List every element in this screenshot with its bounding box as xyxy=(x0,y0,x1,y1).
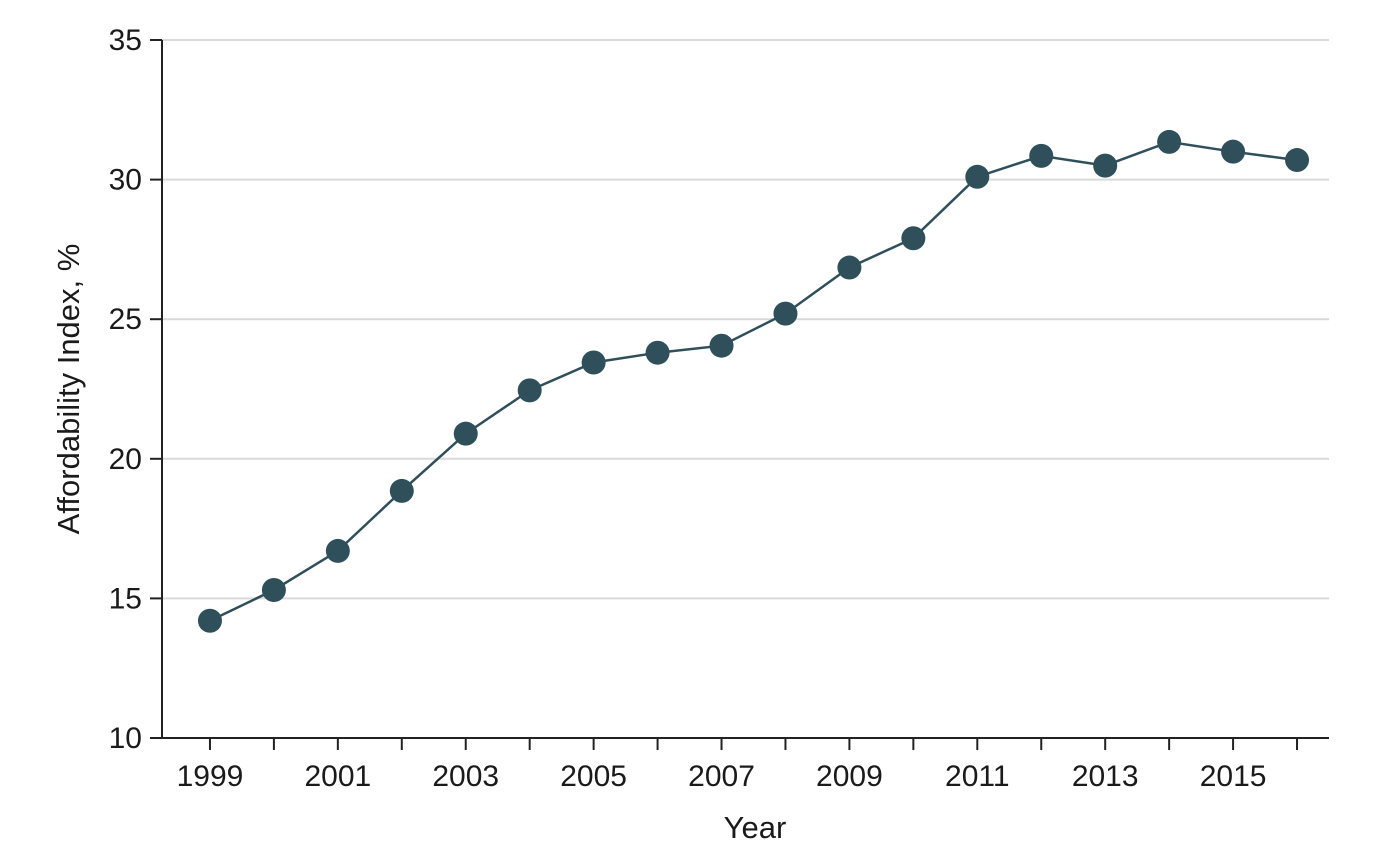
data-point xyxy=(261,578,286,603)
x-tick-label: 2001 xyxy=(304,760,371,793)
data-point xyxy=(773,301,798,326)
data-point xyxy=(1029,143,1054,168)
x-tick-label: 2015 xyxy=(1200,760,1267,793)
x-tick-label: 2009 xyxy=(816,760,883,793)
series-line xyxy=(209,140,1298,622)
y-axis-title: Affordability Index, % xyxy=(51,244,86,535)
series xyxy=(197,129,1310,633)
data-point xyxy=(645,340,670,365)
data-point xyxy=(837,255,862,280)
y-tick-label: 15 xyxy=(109,582,142,615)
data-point xyxy=(389,478,414,503)
grid-lines xyxy=(162,39,1329,600)
data-point xyxy=(517,378,542,403)
x-tick-label: 2013 xyxy=(1072,760,1139,793)
data-point xyxy=(325,538,350,563)
axes xyxy=(161,40,1329,739)
x-tick-label: 2007 xyxy=(688,760,755,793)
y-tick-label: 20 xyxy=(109,443,142,476)
data-point xyxy=(709,333,734,358)
y-tick-label: 30 xyxy=(109,164,142,197)
data-point xyxy=(197,608,222,633)
x-axis-title: Year xyxy=(724,810,787,845)
x-tick-label: 1999 xyxy=(177,760,244,793)
data-point xyxy=(901,226,926,251)
data-point xyxy=(453,421,478,446)
data-point xyxy=(581,350,606,375)
x-tick-label: 2003 xyxy=(432,760,499,793)
y-tick-label: 25 xyxy=(109,303,142,336)
y-ticks: 10 15 20 25 30 35 xyxy=(109,24,162,755)
data-point xyxy=(1285,148,1310,173)
y-tick-label: 10 xyxy=(109,722,142,755)
x-tick-label: 2011 xyxy=(945,760,1010,793)
x-ticks: 1999 2001 2003 2005 2007 2009 2011 2013 2015 xyxy=(177,738,1299,793)
data-point xyxy=(1093,153,1118,178)
data-point xyxy=(965,164,990,189)
y-tick-label: 35 xyxy=(109,24,142,57)
data-point xyxy=(1157,129,1182,154)
data-point xyxy=(1221,139,1246,164)
x-tick-label: 2005 xyxy=(560,760,627,793)
